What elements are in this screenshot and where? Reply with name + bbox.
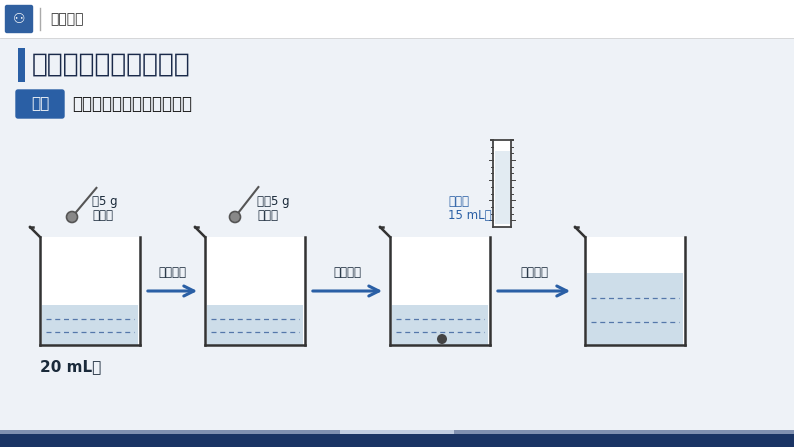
Text: 充分搔拌: 充分搔拌 bbox=[333, 266, 361, 279]
Text: 氯化钓: 氯化钓 bbox=[257, 209, 278, 222]
Bar bbox=[206, 237, 303, 345]
Bar bbox=[0, 434, 794, 447]
Bar bbox=[0, 430, 794, 434]
Text: 课堂活动: 课堂活动 bbox=[50, 12, 83, 26]
Bar bbox=[392, 305, 488, 345]
Bar bbox=[391, 237, 488, 345]
Bar bbox=[42, 305, 138, 345]
Bar bbox=[0, 0, 794, 38]
Text: 加5 g: 加5 g bbox=[92, 195, 118, 208]
Bar bbox=[41, 237, 138, 345]
Bar bbox=[493, 139, 511, 227]
Circle shape bbox=[437, 334, 447, 344]
Text: 再加5 g: 再加5 g bbox=[257, 195, 290, 208]
Text: ⚇: ⚇ bbox=[13, 12, 25, 26]
Text: 充分搔拌: 充分搔拌 bbox=[159, 266, 187, 279]
Text: 氯化钓: 氯化钓 bbox=[92, 209, 113, 222]
Bar bbox=[340, 430, 454, 434]
Text: 饱和溶液与不饱和溶液: 饱和溶液与不饱和溶液 bbox=[32, 52, 191, 78]
Bar bbox=[495, 151, 510, 224]
Bar bbox=[587, 237, 684, 345]
Bar bbox=[207, 305, 303, 345]
Text: 充分搔拌: 充分搔拌 bbox=[520, 266, 548, 279]
Bar bbox=[18, 48, 25, 82]
Text: 然后加: 然后加 bbox=[448, 195, 469, 208]
Bar bbox=[587, 273, 683, 345]
Text: 20 mL水: 20 mL水 bbox=[40, 359, 102, 374]
Text: 15 mL水: 15 mL水 bbox=[448, 209, 491, 222]
Text: 实验: 实验 bbox=[31, 97, 49, 111]
Circle shape bbox=[67, 211, 78, 223]
FancyBboxPatch shape bbox=[6, 5, 33, 33]
Text: 探究：氯化钓在水中的溶解: 探究：氯化钓在水中的溶解 bbox=[72, 95, 192, 113]
FancyBboxPatch shape bbox=[16, 90, 64, 118]
Circle shape bbox=[229, 211, 241, 223]
